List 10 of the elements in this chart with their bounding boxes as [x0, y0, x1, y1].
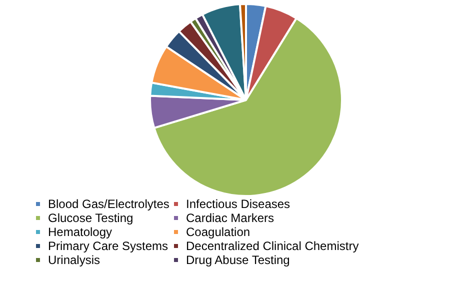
legend-label: Glucose Testing — [48, 211, 134, 225]
legend-label: Cardiac Markers — [186, 211, 274, 225]
legend-label: Drug Abuse Testing — [186, 253, 290, 267]
legend-label: Urinalysis — [48, 253, 100, 267]
legend-label: Hematology — [48, 225, 112, 239]
legend-label: Coagulation — [186, 225, 250, 239]
legend-label: Primary Care Systems — [48, 239, 168, 253]
legend-label: Decentralized Clinical Chemistry — [186, 239, 359, 253]
legend-label: Infectious Diseases — [186, 197, 290, 211]
legend-label: Blood Gas/Electrolytes — [48, 197, 170, 211]
